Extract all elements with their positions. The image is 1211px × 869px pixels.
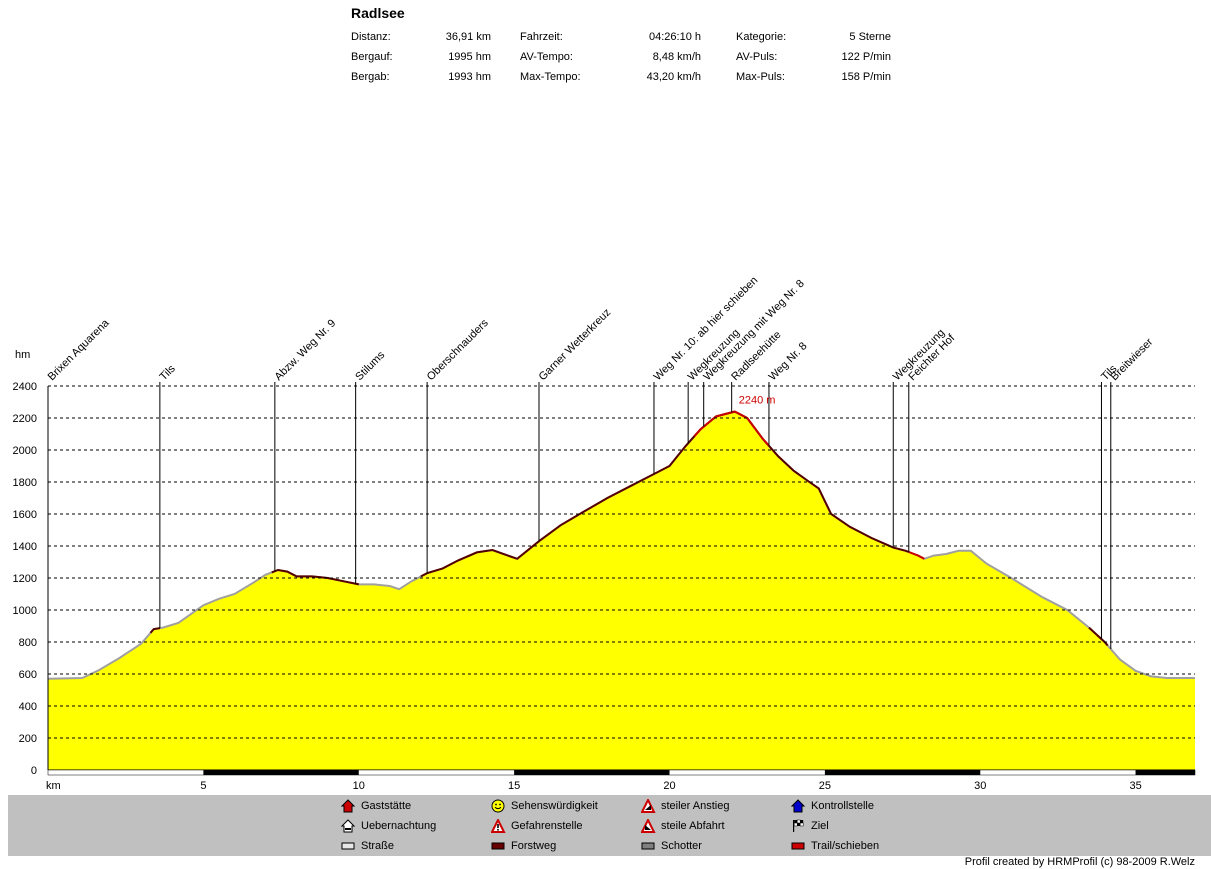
elevation-profile-chart: 0 200 400 600 800 1000 1200 1400 1600 1800 2000 220…	[13, 274, 1196, 792]
stat-label-max-puls: Max-Puls:	[736, 71, 785, 83]
y-tick-label: 2200	[13, 413, 37, 425]
road-swatch-icon	[341, 842, 355, 850]
warning-triangle-icon	[641, 819, 656, 833]
legend-label-schotter: Schotter	[661, 840, 702, 852]
legend-label-sehenswuerdigkeit: Sehenswürdigkeit	[511, 800, 598, 812]
x-tick-label: 30	[974, 780, 986, 792]
x-axis-unit: km	[46, 780, 61, 792]
y-tick-label: 1800	[13, 477, 37, 489]
elevation-segment-3	[693, 410, 770, 447]
y-tick-label: 1400	[13, 541, 37, 553]
waypoint-label: Abzw. Weg Nr. 9	[272, 317, 338, 383]
y-tick-label: 1600	[13, 509, 37, 521]
house-red-icon	[341, 799, 356, 813]
waypoint-label: Wegkreuzung mit Weg Nr. 8	[701, 278, 806, 383]
stat-value-bergauf: 1995 hm	[448, 51, 491, 63]
elevation-segment-1	[271, 568, 360, 586]
waypoint-label: Breitwieser	[1108, 336, 1155, 383]
route-title: Radlsee	[351, 5, 405, 21]
y-tick-label: 1200	[13, 573, 37, 585]
x-scale-bar-block	[1135, 770, 1195, 775]
legend-label-trail-schieben: Trail/schieben	[811, 840, 880, 852]
danger-triangle-icon	[491, 819, 506, 833]
forest-road-swatch-icon	[491, 842, 505, 850]
legend-label-ziel: Ziel	[811, 820, 829, 832]
x-scale-bar-block	[203, 770, 359, 775]
y-tick-label: 0	[31, 765, 37, 777]
y-tick-label: 200	[19, 733, 37, 745]
x-tick-label: 35	[1130, 780, 1142, 792]
y-tick-label: 800	[19, 637, 37, 649]
stat-label-max-tempo: Max-Tempo:	[520, 71, 581, 83]
y-tick-label: 2000	[13, 445, 37, 457]
legend: Gaststätte Sehenswürdigkeit steiler Anst…	[8, 795, 1211, 856]
max-elevation-label: 2240 m	[739, 395, 776, 407]
smiley-icon	[491, 799, 505, 813]
waypoint-label: Tils	[158, 362, 179, 383]
waypoint-label: Oberschnauders	[425, 317, 491, 383]
stat-value-kategorie: 5 Sterne	[849, 31, 891, 43]
stat-label-bergab: Bergab:	[351, 71, 390, 83]
gravel-swatch-icon	[641, 842, 655, 850]
x-tick-label: 5	[200, 780, 206, 792]
legend-label-gaststaette: Gaststätte	[361, 800, 412, 812]
waypoint-label: Garner Wetterkreuz	[537, 306, 614, 383]
stat-label-av-puls: AV-Puls:	[736, 51, 778, 63]
legend-label-steiler-anstieg: steiler Anstieg	[661, 800, 730, 812]
waypoint-label: Stilums	[353, 349, 387, 383]
x-scale-bar-block	[824, 770, 981, 775]
stat-label-fahrzeit: Fahrzeit:	[520, 31, 563, 43]
stat-label-bergauf: Bergauf:	[351, 51, 393, 63]
stat-value-max-puls: 158 P/min	[841, 71, 891, 83]
elevation-segment-2	[420, 410, 910, 578]
bed-house-icon	[341, 819, 356, 833]
trail-swatch-icon	[791, 842, 805, 850]
x-tick-label: 25	[819, 780, 831, 792]
x-tick-label: 10	[353, 780, 365, 792]
legend-label-steile-abfahrt: steile Abfahrt	[661, 820, 725, 832]
elevation-segment-4	[908, 551, 925, 560]
stat-value-av-tempo: 8,48 km/h	[652, 51, 701, 63]
house-blue-icon	[791, 799, 806, 813]
x-tick-label: 15	[508, 780, 520, 792]
legend-label-kontrollstelle: Kontrollstelle	[811, 800, 874, 812]
y-tick-label: 400	[19, 701, 37, 713]
y-axis-unit: hm	[15, 349, 30, 361]
stat-value-max-tempo: 43,20 km/h	[646, 71, 701, 83]
legend-label-gefahrenstelle: Gefahrenstelle	[511, 820, 583, 832]
stat-label-av-tempo: AV-Tempo:	[520, 51, 573, 63]
x-tick-label: 20	[663, 780, 675, 792]
warning-triangle-icon	[641, 799, 656, 813]
legend-label-uebernachtung: Uebernachtung	[361, 820, 437, 832]
finish-flag-icon	[793, 819, 804, 832]
credit-line: Profil created by HRMProfil (c) 98-2009 …	[964, 856, 1195, 868]
waypoint-label: Brixen Aquarena	[46, 316, 113, 383]
stat-value-distanz: 36,91 km	[445, 31, 491, 43]
stat-label-kategorie: Kategorie:	[736, 31, 787, 43]
legend-label-strasse: Straße	[361, 840, 395, 852]
elevation-segment-0	[149, 627, 161, 634]
legend-label-forstweg: Forstweg	[511, 840, 557, 852]
stat-label-distanz: Distanz:	[351, 31, 391, 43]
y-tick-label: 1000	[13, 605, 37, 617]
elevation-area	[48, 411, 1195, 770]
stat-value-av-puls: 122 P/min	[841, 51, 891, 63]
x-scale-bar-block	[514, 770, 670, 775]
stat-value-bergab: 1993 hm	[448, 71, 491, 83]
stat-value-fahrzeit: 04:26:10 h	[649, 31, 701, 43]
y-tick-label: 600	[19, 669, 37, 681]
y-tick-label: 2400	[13, 381, 37, 393]
